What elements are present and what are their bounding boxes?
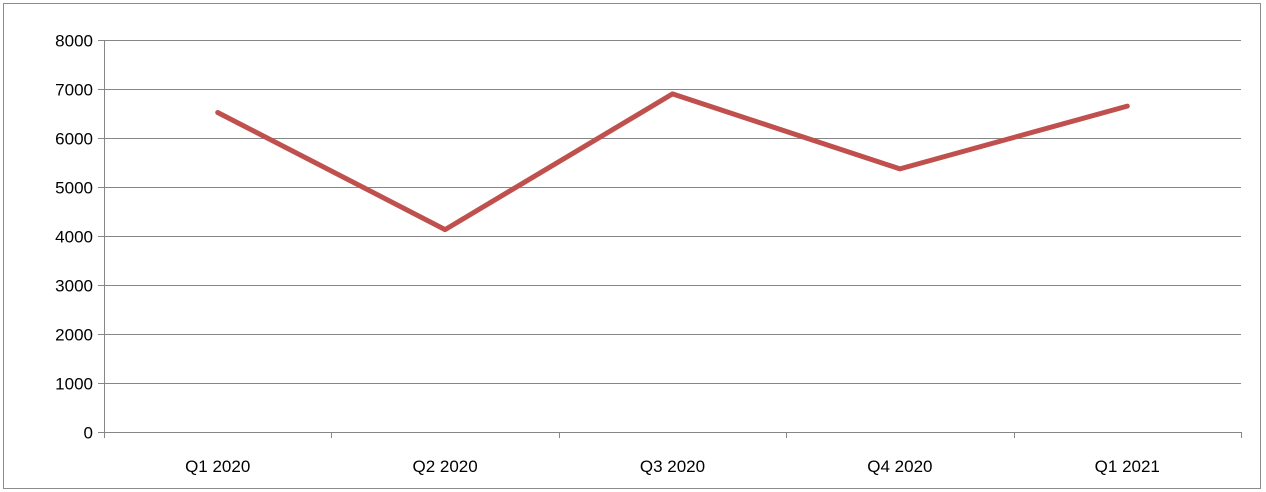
x-tick-label-q2-2020: Q2 2020: [412, 457, 477, 476]
x-tick-label-q4-2020: Q4 2020: [867, 457, 932, 476]
series-line-0: [215, 91, 1130, 233]
gridlines: [104, 40, 1241, 384]
axes: [98, 40, 1242, 438]
chart-area: [3, 3, 1261, 489]
x-tick-label-q1-2021: Q1 2021: [1095, 457, 1160, 476]
y-tick-label-5000: 5000: [55, 179, 93, 198]
x-tick-label-q3-2020: Q3 2020: [640, 457, 705, 476]
y-tick-label-4000: 4000: [55, 228, 93, 247]
x-axis-tick-labels: Q1 2020 Q2 2020 Q3 2020 Q4 2020 Q1 2021: [185, 457, 1160, 476]
x-tick-label-q1-2020: Q1 2020: [185, 457, 250, 476]
y-axis-tick-labels: 0 1000 2000 3000 4000 5000 6000 7000 8000: [55, 32, 93, 443]
y-tick-label-1000: 1000: [55, 375, 93, 394]
y-tick-label-3000: 3000: [55, 277, 93, 296]
y-tick-label-0: 0: [84, 424, 93, 443]
y-tick-label-8000: 8000: [55, 32, 93, 51]
y-tick-label-7000: 7000: [55, 81, 93, 100]
series-lines: [215, 91, 1130, 233]
y-tick-label-6000: 6000: [55, 130, 93, 149]
y-tick-label-2000: 2000: [55, 326, 93, 345]
